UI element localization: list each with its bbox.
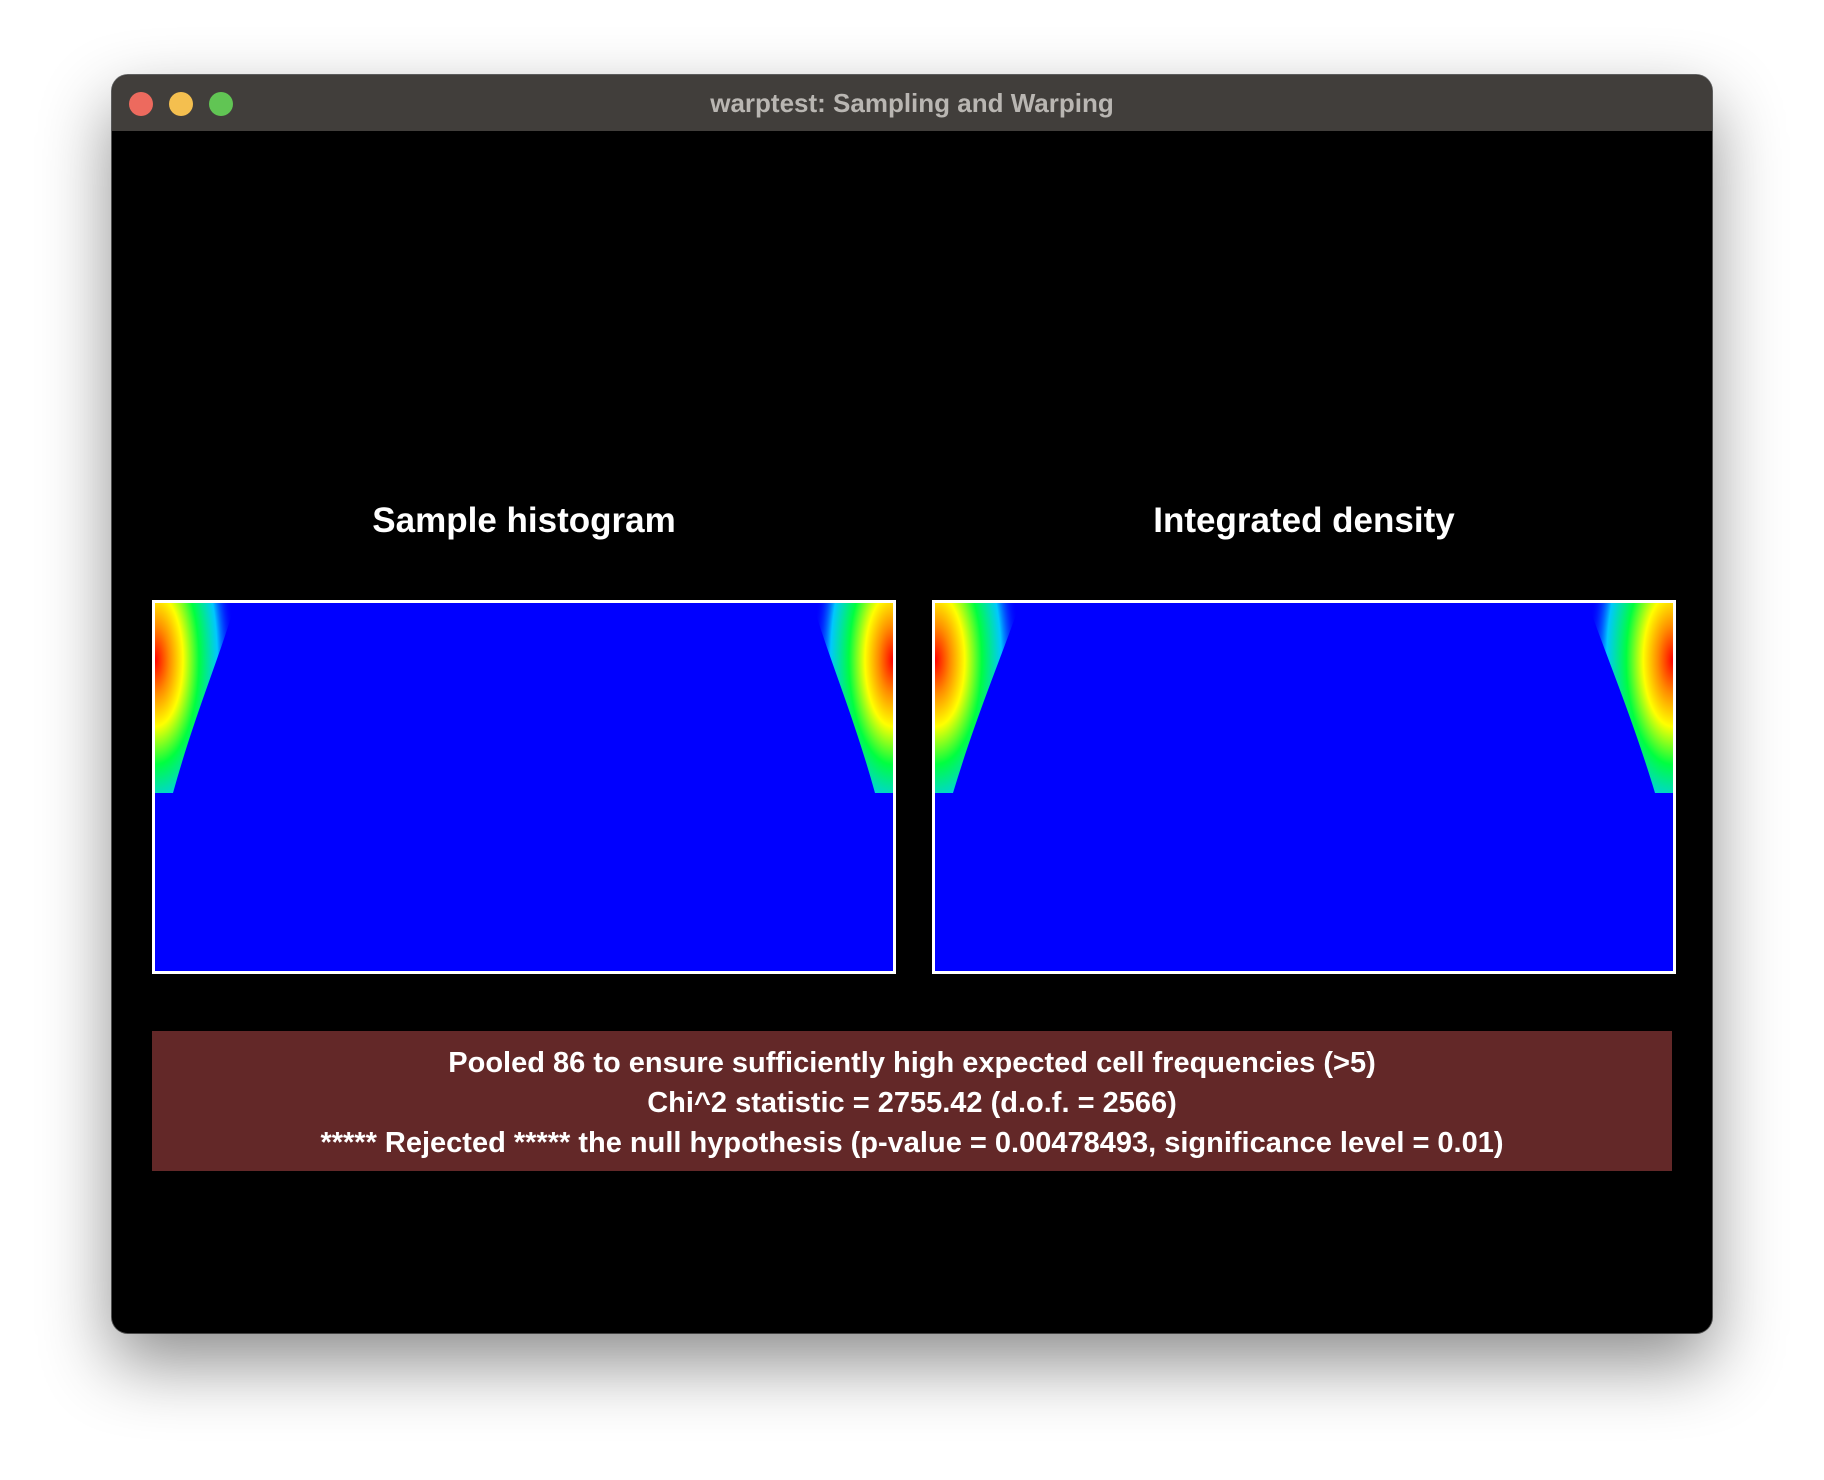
minimize-icon[interactable] [169, 92, 193, 116]
integrated-density-heatmap [935, 603, 1673, 971]
title-bar[interactable]: warptest: Sampling and Warping [112, 75, 1712, 131]
integrated-density-plot [932, 600, 1676, 974]
integrated-density-title: Integrated density [1153, 501, 1455, 540]
test-result-box: Pooled 86 to ensure sufficiently high ex… [152, 1031, 1672, 1171]
sample-histogram-plot [152, 600, 896, 974]
hypothesis-result-line: ***** Rejected ***** the null hypothesis… [320, 1127, 1504, 1159]
zoom-icon[interactable] [209, 92, 233, 116]
sample-histogram-title: Sample histogram [372, 501, 676, 540]
pooled-cells-line: Pooled 86 to ensure sufficiently high ex… [448, 1047, 1376, 1079]
app-window: warptest: Sampling and Warping Sample hi… [112, 75, 1712, 1333]
close-icon[interactable] [129, 92, 153, 116]
chi2-statistic-line: Chi^2 statistic = 2755.42 (d.o.f. = 2566… [647, 1087, 1177, 1119]
right-edge-hotspot [1588, 603, 1673, 793]
left-edge-hotspot [155, 603, 235, 793]
sample-histogram-heatmap [155, 603, 893, 971]
left-edge-hotspot [935, 603, 1020, 793]
canvas-area: Sample histogram Integrated density [112, 131, 1712, 1333]
window-title: warptest: Sampling and Warping [710, 88, 1114, 118]
right-edge-hotspot [813, 603, 893, 793]
